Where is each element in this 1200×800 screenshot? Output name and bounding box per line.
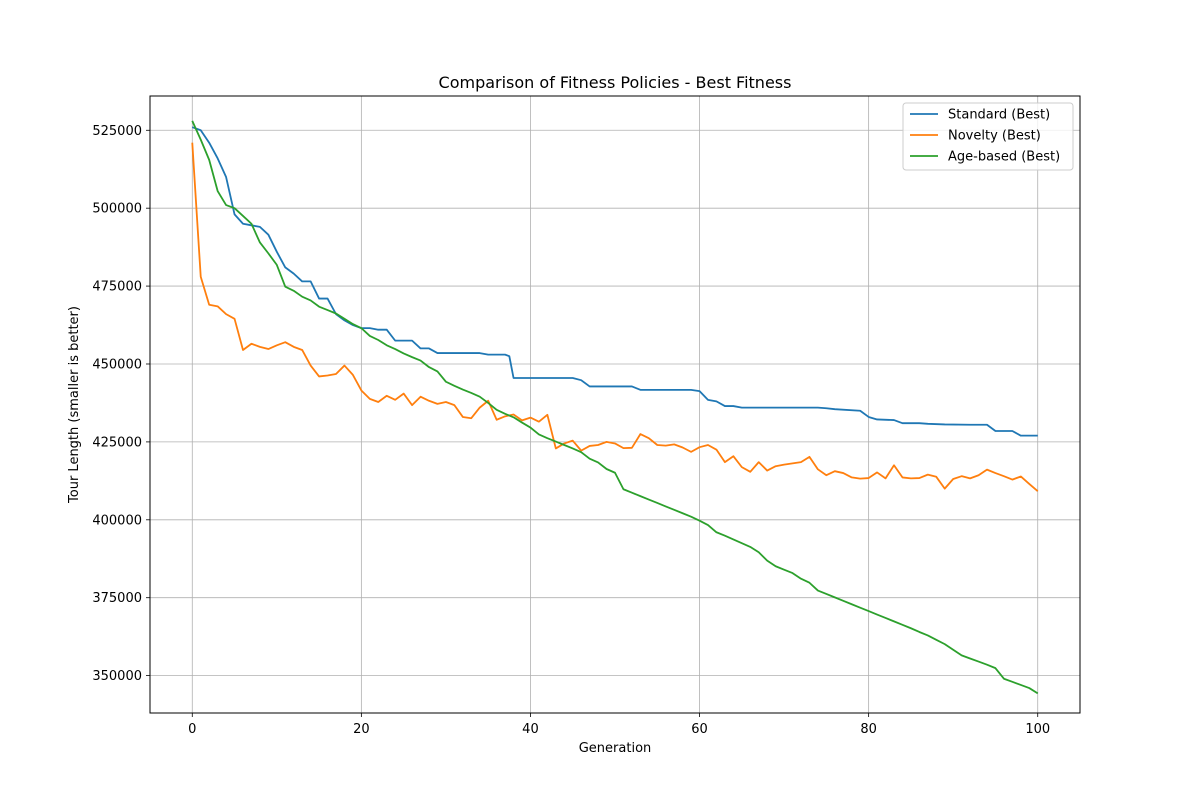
series-line-standard-best: [191, 126, 1038, 437]
series-line-novelty-best: [191, 142, 1039, 492]
plot-frame: [149, 95, 1081, 714]
series-line-age-based-best: [191, 120, 1039, 695]
chart-title: Comparison of Fitness Policies - Best Fi…: [439, 73, 792, 92]
y-tick-label: 525000: [92, 124, 142, 139]
x-axis-label: Generation: [579, 741, 652, 756]
x-tick-label: 20: [353, 722, 370, 737]
legend-box: [902, 102, 1074, 171]
x-tick-label: 80: [860, 722, 877, 737]
ticks: 0 20 40 60 80 100 350000 375000 400000 425000 4500…: [92, 124, 1050, 737]
legend-label-age-based-best: Age-based (Best): [948, 150, 1060, 165]
y-tick-label: 425000: [92, 435, 142, 450]
y-tick-label: 450000: [92, 357, 142, 372]
y-tick-label: 400000: [92, 513, 142, 528]
x-tick-label: 100: [1025, 722, 1050, 737]
x-tick-label: 0: [188, 722, 196, 737]
legend-label-novelty-best: Novelty (Best): [948, 129, 1041, 144]
y-axis-label: Tour Length (smaller is better): [67, 306, 82, 504]
y-tick-label: 350000: [92, 669, 142, 684]
legend: Standard (Best) Novelty (Best) Age-based (…: [902, 102, 1074, 171]
legend-label-standard-best: Standard (Best): [948, 108, 1050, 123]
x-tick-label: 40: [522, 722, 539, 737]
y-tick-label: 475000: [92, 280, 142, 295]
grid: [150, 96, 1080, 713]
y-tick-label: 375000: [92, 591, 142, 606]
x-tick-label: 60: [691, 722, 708, 737]
series-lines: [191, 120, 1039, 695]
y-tick-label: 500000: [92, 202, 142, 217]
